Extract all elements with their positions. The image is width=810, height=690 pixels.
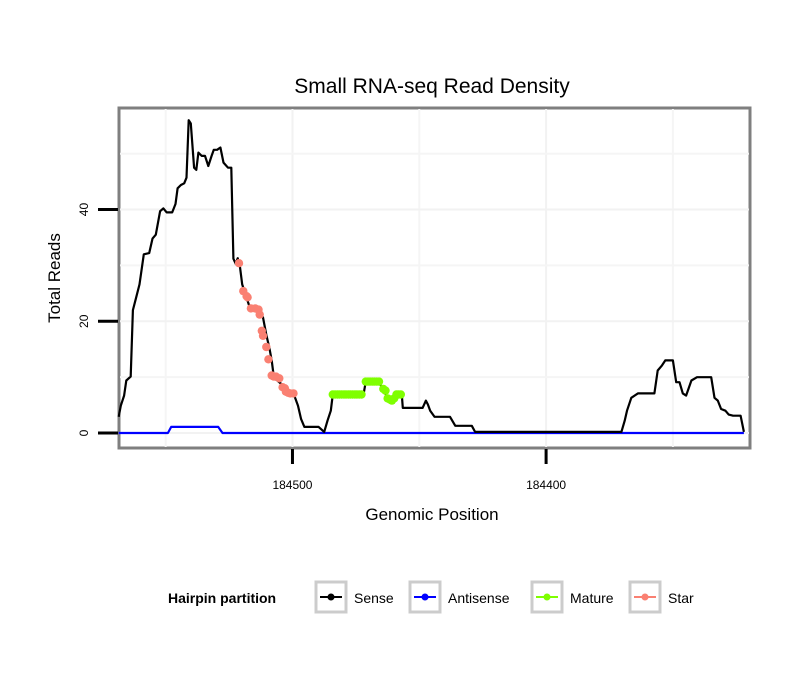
series-mature-point — [396, 390, 405, 399]
y-tick-label: 40 — [77, 203, 91, 217]
series-antisense-line — [118, 425, 744, 435]
series-star-point — [258, 331, 268, 340]
chart-title: Small RNA-seq Read Density — [294, 75, 570, 98]
legend-key-point — [543, 593, 551, 601]
legend-title: Hairpin partition — [168, 590, 276, 606]
x-tick-label: 184500 — [272, 478, 312, 492]
y-axis-title: Total Reads — [45, 233, 64, 323]
legend-item-sense: Sense — [314, 580, 394, 614]
series-star-point — [262, 342, 271, 352]
series-star-point — [234, 259, 244, 268]
legend-key-point — [421, 593, 429, 601]
y-tick-label: 0 — [77, 429, 91, 436]
legend-label: Mature — [570, 590, 614, 606]
series-star-point — [255, 310, 264, 319]
legend: Hairpin partition Sense Antisense Mature St… — [168, 580, 694, 614]
legend-key-point — [641, 593, 649, 601]
series-mature-point — [357, 390, 366, 399]
series-mature-point — [381, 386, 390, 395]
legend-label: Sense — [354, 590, 394, 606]
series-layer — [117, 119, 745, 435]
series-star-point — [275, 374, 284, 383]
legend-label: Star — [668, 590, 694, 606]
series-star-point — [289, 389, 298, 398]
x-axis-title: Genomic Position — [365, 505, 498, 524]
legend-key-point — [327, 593, 335, 601]
legend-label: Antisense — [448, 590, 510, 606]
series-star-point — [264, 355, 273, 364]
legend-item-antisense: Antisense — [408, 580, 510, 614]
series-star-point — [243, 293, 252, 302]
series-mature-point — [374, 377, 384, 386]
plot-panel — [117, 106, 752, 450]
y-tick-label: 20 — [77, 314, 91, 328]
x-tick-label: 184400 — [526, 478, 566, 492]
legend-item-mature: Mature — [530, 580, 614, 614]
legend-item-star: Star — [628, 580, 694, 614]
axes: 184500 184400 0 20 40 — [77, 203, 566, 492]
